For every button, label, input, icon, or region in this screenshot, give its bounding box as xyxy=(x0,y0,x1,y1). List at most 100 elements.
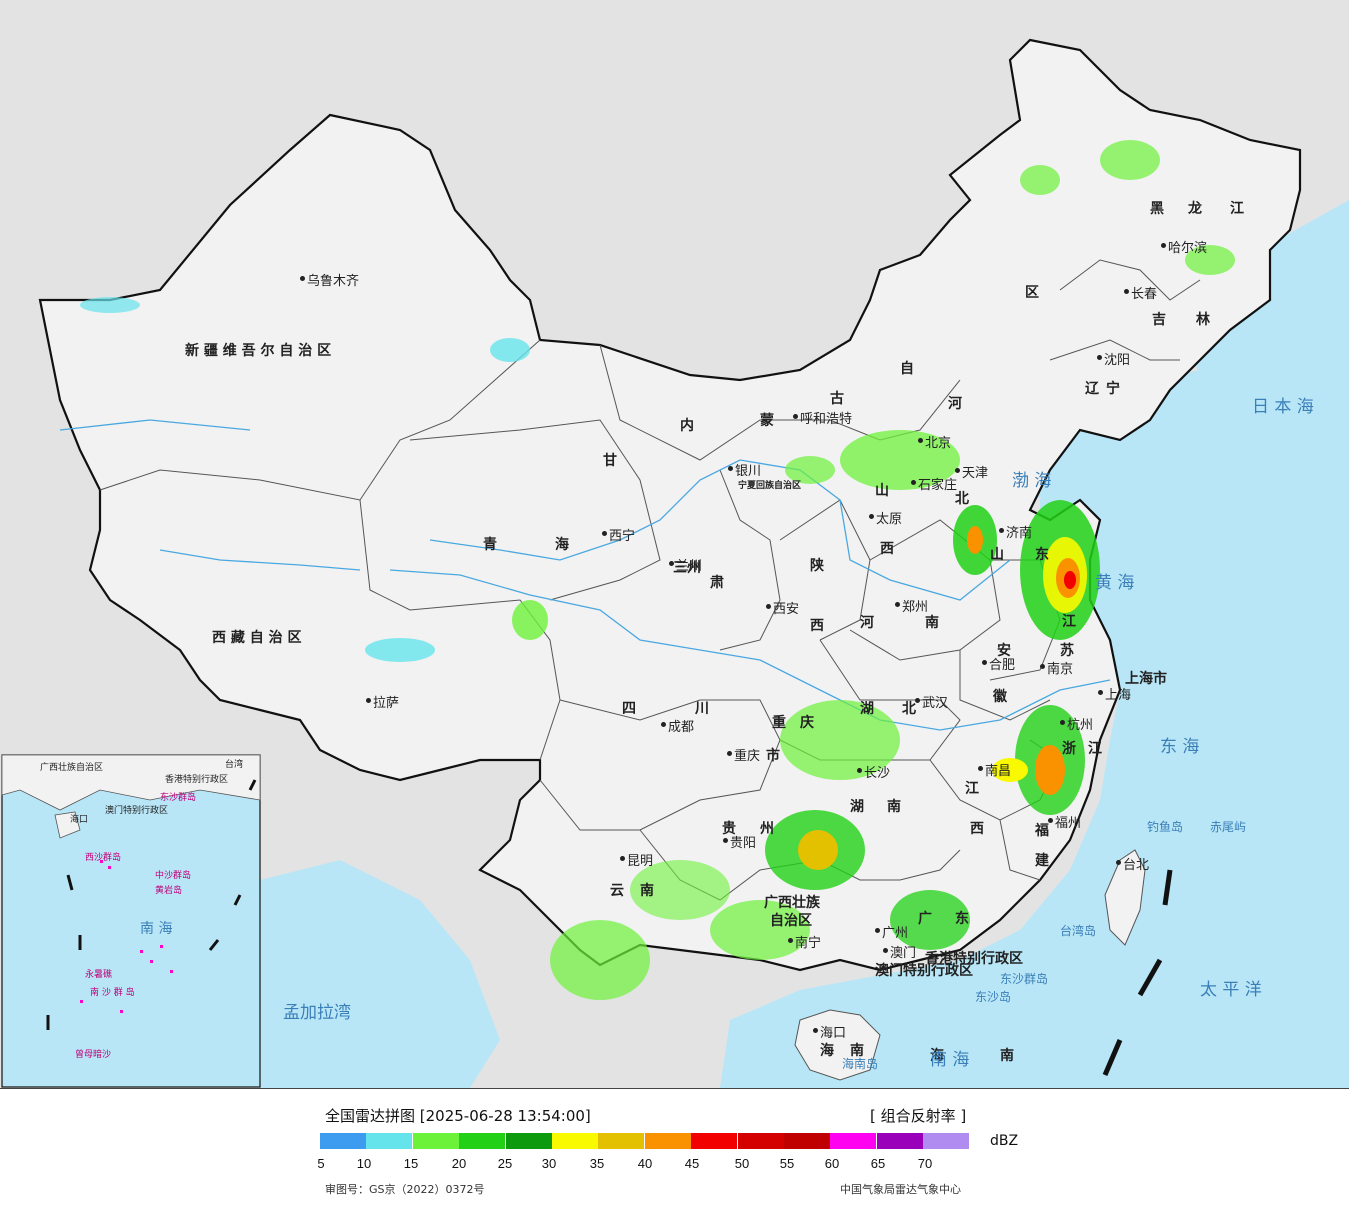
scale-swatch xyxy=(320,1133,366,1149)
region-label: 青 xyxy=(483,537,497,553)
city-dot xyxy=(602,531,607,536)
city-dot xyxy=(911,480,916,485)
inset-label: 东沙群岛 xyxy=(160,793,197,803)
inset-label: 曾母暗沙 xyxy=(75,1050,112,1060)
region-label: 内 xyxy=(680,418,694,434)
unit-label: dBZ xyxy=(990,1133,1019,1149)
region-label: 古 xyxy=(830,391,844,407)
region-label: 宁 xyxy=(1106,381,1120,397)
region-label: 黑 xyxy=(1150,201,1164,217)
city-label: 拉萨 xyxy=(373,696,400,711)
city-label: 海口 xyxy=(820,1026,847,1041)
scale-swatch xyxy=(598,1133,645,1149)
city-dot xyxy=(1116,860,1121,865)
city-label: 呼和浩特 xyxy=(800,412,853,427)
product-name: [ 组合反射率 ] xyxy=(870,1107,967,1125)
region-label: 吉 xyxy=(1152,312,1166,328)
island-label: 东沙岛 xyxy=(975,990,1012,1004)
region-label: 北 xyxy=(955,491,969,507)
city-label: 郑州 xyxy=(902,600,929,615)
scale-tick-label: 15 xyxy=(403,1156,419,1171)
city-dot xyxy=(1161,243,1166,248)
region-label: 北 xyxy=(902,701,916,717)
south-china-sea-inset xyxy=(1,754,261,1088)
china-radar-map xyxy=(0,0,1349,1088)
region-label: 江 xyxy=(965,781,979,797)
legend-title: 全国雷达拼图 [2025-06-28 13:54:00] xyxy=(325,1107,591,1125)
region-label: 建 xyxy=(1035,853,1049,869)
city-label: 石家庄 xyxy=(918,478,958,493)
city-label: 西宁 xyxy=(609,529,636,544)
region-label: 海 xyxy=(930,1048,944,1064)
city-dot xyxy=(869,514,874,519)
region-label: 山 xyxy=(875,483,889,499)
inset-label: 南 海 xyxy=(140,921,173,937)
city-label: 武汉 xyxy=(922,696,949,711)
city-dot xyxy=(727,751,732,756)
region-label: 浙 xyxy=(1062,741,1076,757)
city-label: 济南 xyxy=(1006,526,1033,541)
city-label: 南宁 xyxy=(795,936,822,951)
region-label: 川 xyxy=(695,701,709,717)
sea-label: 太 平 洋 xyxy=(1200,980,1262,1000)
region-label: 肃 xyxy=(710,575,724,591)
city-label: 乌鲁木齐 xyxy=(307,274,360,289)
legend-panel: 全国雷达拼图 [2025-06-28 13:54:00] [ 组合反射率 ] d… xyxy=(0,1088,1349,1209)
scale-tick-label: 20 xyxy=(451,1156,467,1171)
city-label: 长春 xyxy=(1131,287,1158,302)
inset-label: 海口 xyxy=(70,815,89,825)
city-dot xyxy=(883,948,888,953)
region-label: 南 xyxy=(1000,1048,1014,1064)
region-label: 东 xyxy=(1035,547,1049,563)
city-dot xyxy=(1124,289,1129,294)
region-label: 林 xyxy=(1196,312,1210,328)
taiwan-island xyxy=(1104,849,1146,946)
scale-swatch xyxy=(737,1133,784,1149)
city-dot xyxy=(669,561,674,566)
region-label: 西 xyxy=(970,821,984,837)
region-label: 蒙 xyxy=(760,413,774,429)
region-label: 南 xyxy=(640,883,654,899)
scale-tick-label: 25 xyxy=(497,1156,513,1171)
sea-label: 孟加拉湾 xyxy=(283,1003,351,1023)
region-label: 宁夏回族自治区 xyxy=(738,481,802,491)
island-label: 海南岛 xyxy=(842,1057,879,1071)
sea-east xyxy=(720,270,1349,1088)
scale-swatch xyxy=(876,1133,923,1149)
city-dot xyxy=(955,468,960,473)
city-label: 南昌 xyxy=(985,764,1012,779)
rivers xyxy=(59,419,1111,731)
city-label: 银川 xyxy=(735,464,762,479)
city-dot xyxy=(728,466,733,471)
region-label: 河 xyxy=(948,396,962,412)
region-label: 湖 xyxy=(860,701,874,717)
region-label: 广西壮族 xyxy=(764,895,820,911)
sea-japan xyxy=(1180,200,1349,440)
region-label: 香港特别行政区 xyxy=(925,951,1023,967)
region-label: 新 疆 维 吾 尔 自 治 区 xyxy=(185,343,332,359)
scale-swatch xyxy=(691,1133,738,1149)
region-label: 贵 xyxy=(722,821,736,837)
region-label: 澳门特别行政区 xyxy=(875,963,973,979)
sea-label: 渤 海 xyxy=(1012,471,1052,491)
inset-label: 南 沙 群 岛 xyxy=(90,988,135,998)
scale-tick-label: 50 xyxy=(734,1156,750,1171)
scale-swatch xyxy=(552,1133,598,1149)
island-label: 钓鱼岛 xyxy=(1147,820,1184,834)
region-label: 江 xyxy=(1088,741,1102,757)
region-label: 苏 xyxy=(1060,643,1074,659)
city-label: 沈阳 xyxy=(1104,353,1131,368)
city-dot xyxy=(982,660,987,665)
region-label: 龙 xyxy=(1188,201,1202,217)
inset-label: 澳门特别行政区 xyxy=(105,806,169,816)
region-label: 南 xyxy=(925,615,939,631)
scale-swatch xyxy=(644,1133,691,1149)
city-dot xyxy=(788,938,793,943)
city-dot xyxy=(1098,690,1103,695)
city-label: 重庆 xyxy=(734,749,761,764)
city-label: 澳门 xyxy=(890,946,917,961)
city-dot xyxy=(857,768,862,773)
region-label: 自 xyxy=(900,361,914,377)
city-dot xyxy=(661,722,666,727)
